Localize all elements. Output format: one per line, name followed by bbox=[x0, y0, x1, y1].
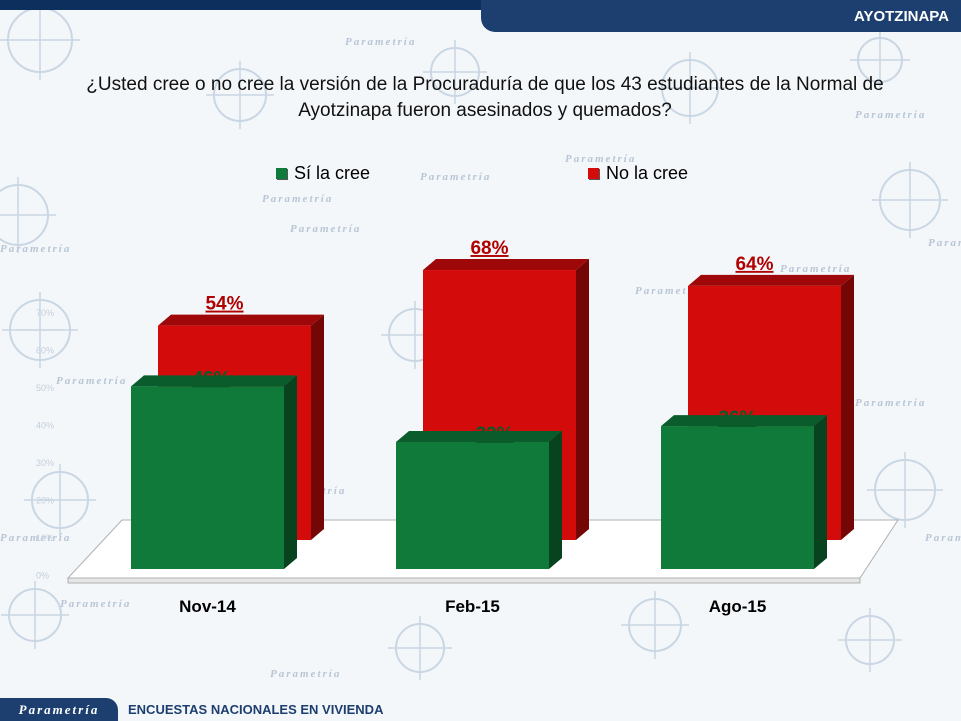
watermark-brand-text: Parametría bbox=[270, 668, 341, 680]
watermark-brand-text: Parametría bbox=[56, 375, 127, 387]
watermark-axis-tick: 70% bbox=[36, 308, 54, 318]
footer-brand-logo: Parametría bbox=[0, 698, 118, 721]
bar-no-la-cree-side bbox=[576, 259, 589, 540]
bar-si-la-cree-top bbox=[396, 430, 562, 442]
bar-si-la-cree-front bbox=[396, 441, 549, 569]
bar-si-la-cree-side bbox=[284, 375, 297, 569]
bar-no-la-cree-top bbox=[688, 274, 854, 286]
data-label-si-la-cree: 36% bbox=[718, 408, 756, 429]
bar-si-la-cree bbox=[131, 375, 297, 569]
watermark-axis-tick: 50% bbox=[36, 383, 54, 393]
question-title: ¿Usted cree o no cree la versión de la P… bbox=[86, 74, 884, 121]
bar-no-la-cree-side bbox=[841, 274, 854, 540]
category-label: Nov-14 bbox=[179, 597, 236, 616]
watermark-brand-text: Parametría bbox=[60, 598, 131, 610]
bar-si-la-cree-front bbox=[131, 386, 284, 569]
data-label-no-la-cree: 54% bbox=[205, 294, 243, 315]
bar-si-la-cree bbox=[661, 415, 827, 569]
watermark-axis-tick: 10% bbox=[36, 533, 54, 543]
section-label: AYOTZINAPA bbox=[853, 7, 949, 25]
legend-swatch-no bbox=[588, 168, 599, 179]
watermark-brand-text: Parametría bbox=[0, 243, 71, 255]
bar-si-la-cree bbox=[396, 430, 562, 569]
watermark-axis-tick: 40% bbox=[36, 421, 54, 431]
legend-item-no: No la cree bbox=[588, 163, 688, 184]
category-label: Ago-15 bbox=[709, 597, 767, 616]
legend-swatch-si bbox=[276, 168, 287, 179]
watermark-brand-text: Parametría bbox=[0, 532, 71, 544]
watermark-brand-text: Parametría bbox=[855, 397, 926, 409]
bar-no-la-cree-top bbox=[158, 314, 324, 326]
watermark-brand-text: Parametría bbox=[780, 263, 851, 275]
watermark-axis-tick: 20% bbox=[36, 496, 54, 506]
watermark-axis-tick: 0% bbox=[36, 571, 49, 581]
watermark-brand-text: Parametría bbox=[925, 532, 961, 544]
watermark-brand-text: Parametría bbox=[928, 237, 961, 249]
bar-no-la-cree-top bbox=[423, 259, 589, 271]
bar-si-la-cree-front bbox=[661, 426, 814, 569]
data-label-si-la-cree: 32% bbox=[475, 424, 513, 445]
watermark-axis-tick: 60% bbox=[36, 346, 54, 356]
watermark-brand-text: Parametría bbox=[290, 223, 361, 235]
footer: Parametría ENCUESTAS NACIONALES EN VIVIE… bbox=[0, 698, 961, 721]
watermark-brand-text: Parametría bbox=[635, 285, 706, 297]
watermark-brand-text: Parametría bbox=[420, 171, 491, 183]
bar-si-la-cree-side bbox=[549, 430, 562, 569]
data-label-no-la-cree: 68% bbox=[470, 238, 508, 259]
watermark-brand-text: Parametría bbox=[345, 36, 416, 48]
legend: Sí la cree No la cree bbox=[0, 163, 961, 187]
watermark-brand-text: Parametría bbox=[855, 109, 926, 121]
data-label-no-la-cree: 64% bbox=[735, 254, 773, 275]
watermark-brand-text: Parametría bbox=[262, 193, 333, 205]
watermark-axis-tick: 30% bbox=[36, 458, 54, 468]
footer-text: ENCUESTAS NACIONALES EN VIVIENDA bbox=[128, 702, 384, 717]
data-label-si-la-cree: 46% bbox=[192, 368, 230, 389]
legend-item-si: Sí la cree bbox=[276, 163, 370, 184]
chart-floor-edge bbox=[67, 577, 861, 584]
category-label: Feb-15 bbox=[445, 597, 500, 616]
bar-si-la-cree-side bbox=[814, 415, 827, 569]
bar-no-la-cree-side bbox=[311, 314, 324, 540]
top-strip bbox=[0, 0, 961, 10]
bar-si-la-cree-top bbox=[661, 415, 827, 427]
bar-si-la-cree-top bbox=[131, 375, 297, 387]
legend-label-no: No la cree bbox=[606, 163, 689, 183]
legend-label-si: Sí la cree bbox=[294, 163, 371, 183]
section-header-tab: AYOTZINAPA bbox=[481, 0, 961, 32]
watermark-brand-text: Parametría bbox=[565, 153, 636, 165]
